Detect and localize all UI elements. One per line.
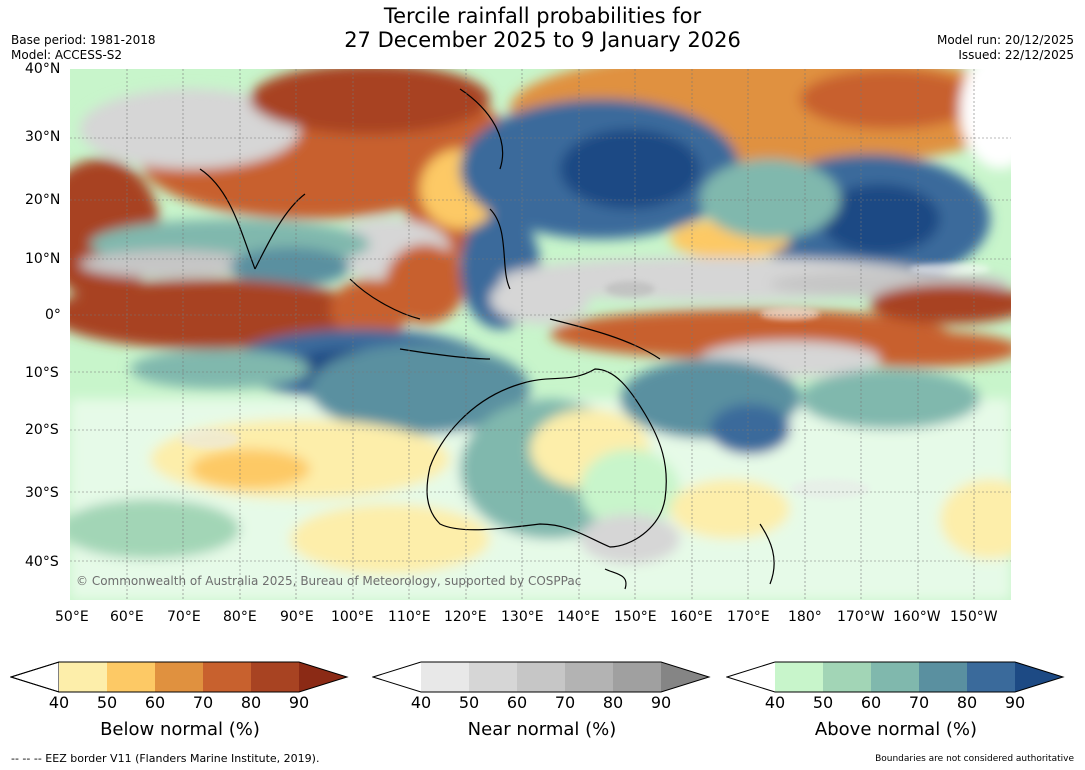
near-normal-swatch-5 — [613, 662, 661, 692]
below-normal-low-arrow — [10, 661, 60, 693]
above-tick-80: 80 — [956, 693, 978, 712]
probability-field — [70, 69, 1011, 600]
above-normal-colorbar — [726, 661, 1065, 693]
lon-label-140e: 140°E — [557, 609, 600, 625]
lon-label-100e: 100°E — [331, 609, 374, 625]
philippines-coast — [489, 208, 511, 290]
india-west-coast — [199, 168, 256, 270]
lon-label-170w: 170°W — [837, 609, 885, 625]
lat-label-40n: 40°N — [25, 61, 61, 77]
below-tick-90: 90 — [288, 693, 310, 712]
lon-label-170e: 170°E — [727, 609, 770, 625]
near-normal-swatch-1 — [421, 662, 469, 692]
lon-label-130e: 130°E — [501, 609, 544, 625]
below-normal-colorbar — [10, 661, 349, 693]
china-coast — [459, 88, 504, 170]
above-normal-title: Above normal (%) — [814, 719, 978, 740]
above-tick-70: 70 — [908, 693, 930, 712]
near-tick-50: 50 — [458, 693, 480, 712]
lon-label-180: 180° — [788, 609, 822, 625]
below-tick-80: 80 — [240, 693, 262, 712]
lat-label-equator: 0° — [45, 307, 61, 323]
probability-map — [70, 69, 1011, 600]
title-line-2: 27 December 2025 to 9 January 2026 — [344, 28, 741, 52]
lon-label-160w: 160°W — [893, 609, 941, 625]
below-tick-70: 70 — [192, 693, 214, 712]
base-period: Base period: 1981-2018 — [11, 33, 156, 47]
lat-label-30s: 30°S — [25, 485, 59, 501]
sumatra-coast — [349, 278, 421, 320]
lon-label-70e: 70°E — [167, 609, 201, 625]
near-normal-swatch-4 — [565, 662, 613, 692]
model-run: Model run: 20/12/2025 — [936, 33, 1074, 47]
near-tick-40: 40 — [410, 693, 432, 712]
above-normal-swatch-1 — [775, 662, 823, 692]
lat-label-20n: 20°N — [25, 192, 61, 208]
lat-label-40s: 40°S — [25, 554, 59, 570]
near-normal-low-arrow — [373, 662, 421, 692]
near-normal-swatch-3 — [517, 662, 565, 692]
above-normal-ticks: 40 50 60 70 80 90 — [726, 693, 1066, 713]
lat-label-10n: 10°N — [25, 251, 61, 267]
above-tick-40: 40 — [764, 693, 786, 712]
india-east-coast — [254, 193, 306, 270]
near-tick-90: 90 — [650, 693, 672, 712]
copyright-notice: © Commonwealth of Australia 2025, Bureau… — [76, 574, 582, 588]
below-normal-swatch-5 — [251, 662, 299, 692]
lon-label-160e: 160°E — [670, 609, 713, 625]
graticule — [70, 69, 1011, 600]
above-normal-swatch-2 — [823, 662, 871, 692]
below-normal-swatch-4 — [203, 662, 251, 692]
new-zealand-coast — [759, 523, 775, 585]
lon-label-50e: 50°E — [55, 609, 89, 625]
australia-coast — [426, 368, 667, 548]
lat-label-20s: 20°S — [25, 422, 59, 438]
tasmania-coast — [604, 568, 627, 590]
above-tick-50: 50 — [812, 693, 834, 712]
below-normal-title: Below normal (%) — [100, 719, 260, 740]
lat-label-10s: 10°S — [25, 365, 59, 381]
below-normal-swatch-1 — [59, 662, 107, 692]
lon-label-60e: 60°E — [110, 609, 144, 625]
lat-label-30n: 30°N — [25, 129, 61, 145]
near-tick-80: 80 — [602, 693, 624, 712]
title-line-1: Tercile rainfall probabilities for — [383, 4, 702, 28]
lon-label-90e: 90°E — [280, 609, 314, 625]
above-tick-60: 60 — [860, 693, 882, 712]
lon-label-110e: 110°E — [388, 609, 431, 625]
below-tick-40: 40 — [48, 693, 70, 712]
below-tick-50: 50 — [96, 693, 118, 712]
near-normal-ticks: 40 50 60 70 80 90 — [372, 693, 712, 713]
near-normal-high-arrow — [661, 662, 709, 692]
model-name: Model: ACCESS-S2 — [11, 48, 123, 62]
lon-label-120e: 120°E — [444, 609, 487, 625]
above-normal-high-arrow — [1015, 662, 1063, 692]
lon-label-150w: 150°W — [950, 609, 998, 625]
boundaries-note: Boundaries are not considered authoritat… — [875, 754, 1074, 764]
map-title: Tercile rainfall probabilities for 27 De… — [0, 4, 1085, 52]
above-tick-90: 90 — [1004, 693, 1026, 712]
lon-label-150e: 150°E — [614, 609, 657, 625]
below-normal-ticks: 40 50 60 70 80 90 — [10, 693, 350, 713]
near-normal-swatch-2 — [469, 662, 517, 692]
lon-label-80e: 80°E — [223, 609, 257, 625]
below-tick-60: 60 — [144, 693, 166, 712]
above-normal-swatch-4 — [919, 662, 967, 692]
above-normal-swatch-5 — [967, 662, 1015, 692]
eez-border-note: -- -- -- EEZ border V11 (Flanders Marine… — [11, 752, 320, 765]
below-normal-high-arrow — [299, 662, 347, 692]
above-normal-low-arrow — [727, 662, 775, 692]
near-tick-60: 60 — [506, 693, 528, 712]
new-guinea-coast — [549, 318, 661, 360]
near-normal-title: Near normal (%) — [467, 719, 617, 740]
below-normal-swatch-3 — [155, 662, 203, 692]
near-normal-colorbar — [372, 661, 711, 693]
issued-date: Issued: 22/12/2025 — [958, 48, 1074, 62]
above-normal-swatch-3 — [871, 662, 919, 692]
below-normal-swatch-2 — [107, 662, 155, 692]
near-tick-70: 70 — [554, 693, 576, 712]
